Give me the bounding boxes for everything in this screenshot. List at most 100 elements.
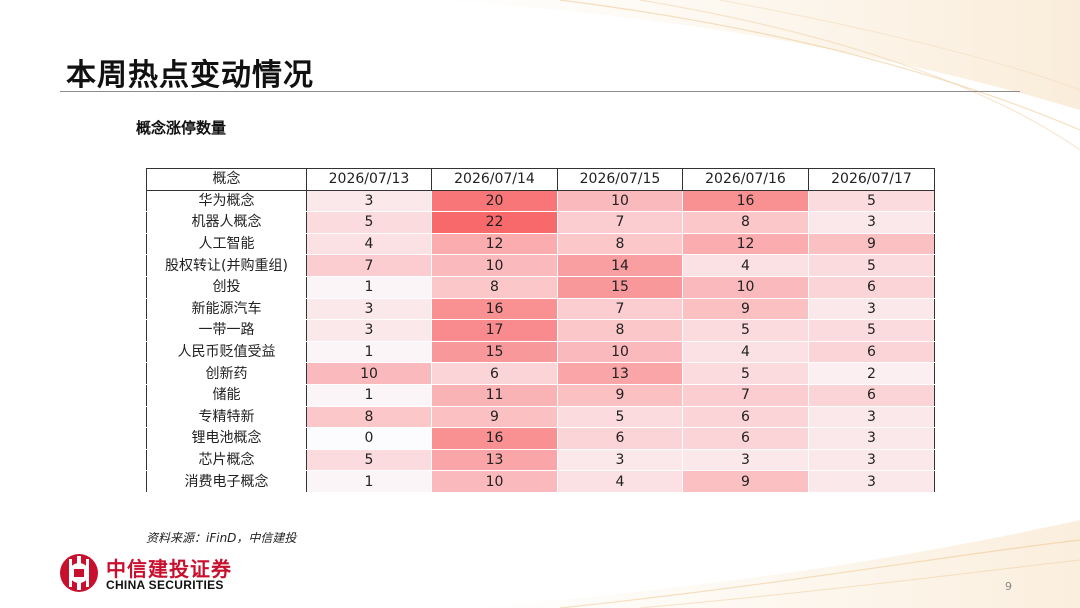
concept-name-cell: 华为概念 bbox=[146, 190, 307, 213]
limit-up-count-cell: 2 bbox=[808, 362, 935, 385]
table-row: 华为概念 3 20 10 16 5 bbox=[146, 190, 935, 213]
column-header-concept: 概念 bbox=[146, 168, 307, 191]
limit-up-count-cell: 0 bbox=[306, 427, 432, 450]
limit-up-count-cell: 8 bbox=[682, 211, 809, 234]
limit-up-count-cell: 3 bbox=[682, 449, 809, 472]
limit-up-count-cell: 6 bbox=[431, 362, 558, 385]
concept-name-cell: 消费电子概念 bbox=[146, 470, 307, 493]
limit-up-count-cell: 9 bbox=[682, 298, 809, 321]
limit-up-count-cell: 10 bbox=[306, 362, 432, 385]
limit-up-count-cell: 6 bbox=[682, 427, 809, 450]
table-row: 人工智能 4 12 8 12 9 bbox=[146, 233, 935, 256]
limit-up-count-cell: 12 bbox=[431, 233, 558, 256]
table-row: 人民币贬值受益 1 15 10 4 6 bbox=[146, 341, 935, 364]
concept-name-cell: 芯片概念 bbox=[146, 449, 307, 472]
concept-name-cell: 专精特新 bbox=[146, 406, 307, 429]
limit-up-count-cell: 13 bbox=[431, 449, 558, 472]
table-row: 创投 1 8 15 10 6 bbox=[146, 276, 935, 299]
limit-up-count-cell: 3 bbox=[306, 319, 432, 342]
limit-up-count-cell: 4 bbox=[682, 341, 809, 364]
limit-up-count-cell: 5 bbox=[808, 319, 935, 342]
limit-up-count-cell: 6 bbox=[557, 427, 683, 450]
concept-name-cell: 人民币贬值受益 bbox=[146, 341, 307, 364]
limit-up-count-cell: 16 bbox=[431, 427, 558, 450]
limit-up-count-cell: 10 bbox=[431, 254, 558, 277]
limit-up-count-cell: 6 bbox=[682, 406, 809, 429]
table-row: 锂电池概念 0 16 6 6 3 bbox=[146, 427, 935, 450]
limit-up-count-cell: 9 bbox=[808, 233, 935, 256]
table-row: 专精特新 8 9 5 6 3 bbox=[146, 406, 935, 429]
limit-up-count-cell: 1 bbox=[306, 276, 432, 299]
limit-up-count-cell: 22 bbox=[431, 211, 558, 234]
table-row: 一带一路 3 17 8 5 5 bbox=[146, 319, 935, 342]
limit-up-count-cell: 10 bbox=[682, 276, 809, 299]
concept-name-cell: 人工智能 bbox=[146, 233, 307, 256]
limit-up-count-cell: 5 bbox=[808, 190, 935, 213]
limit-up-count-cell: 20 bbox=[431, 190, 558, 213]
column-header-date: 2026/07/14 bbox=[431, 168, 558, 191]
limit-up-count-cell: 4 bbox=[306, 233, 432, 256]
limit-up-count-cell: 15 bbox=[557, 276, 683, 299]
limit-up-count-cell: 8 bbox=[557, 319, 683, 342]
limit-up-count-cell: 3 bbox=[808, 470, 935, 493]
limit-up-count-cell: 10 bbox=[431, 470, 558, 493]
limit-up-count-cell: 8 bbox=[306, 406, 432, 429]
limit-up-count-cell: 5 bbox=[557, 406, 683, 429]
table-row: 储能 1 11 9 7 6 bbox=[146, 384, 935, 407]
limit-up-count-cell: 12 bbox=[682, 233, 809, 256]
page-number: 9 bbox=[1005, 580, 1012, 593]
limit-up-count-cell: 8 bbox=[431, 276, 558, 299]
china-securities-logo-icon bbox=[60, 554, 98, 592]
limit-up-count-cell: 11 bbox=[431, 384, 558, 407]
table-header-row: 概念 2026/07/13 2026/07/14 2026/07/15 2026… bbox=[146, 168, 935, 191]
concept-name-cell: 一带一路 bbox=[146, 319, 307, 342]
limit-up-count-cell: 3 bbox=[808, 406, 935, 429]
limit-up-count-cell: 16 bbox=[682, 190, 809, 213]
limit-up-count-cell: 17 bbox=[431, 319, 558, 342]
limit-up-count-cell: 1 bbox=[306, 341, 432, 364]
column-header-date: 2026/07/15 bbox=[557, 168, 683, 191]
limit-up-count-cell: 3 bbox=[557, 449, 683, 472]
table-row: 新能源汽车 3 16 7 9 3 bbox=[146, 298, 935, 321]
logo-name-en: CHINA SECURITIES bbox=[106, 578, 224, 592]
limit-up-count-cell: 3 bbox=[808, 298, 935, 321]
title-divider bbox=[60, 91, 1020, 92]
limit-up-count-cell: 9 bbox=[682, 470, 809, 493]
page-title: 本周热点变动情况 bbox=[66, 58, 314, 93]
limit-up-count-cell: 3 bbox=[808, 211, 935, 234]
limit-up-count-cell: 6 bbox=[808, 384, 935, 407]
concept-limit-up-table: 概念 2026/07/13 2026/07/14 2026/07/15 2026… bbox=[146, 168, 935, 493]
table-row: 股权转让(并购重组) 7 10 14 4 5 bbox=[146, 254, 935, 277]
limit-up-count-cell: 13 bbox=[557, 362, 683, 385]
limit-up-count-cell: 16 bbox=[431, 298, 558, 321]
column-header-date: 2026/07/17 bbox=[808, 168, 935, 191]
table-body: 华为概念 3 20 10 16 5 机器人概念 5 22 7 8 3 人工智能 4 12 8 12 9 股权转让(并… bbox=[146, 190, 935, 493]
source-note: 资料来源：iFinD，中信建投 bbox=[146, 531, 297, 545]
limit-up-count-cell: 3 bbox=[306, 190, 432, 213]
limit-up-count-cell: 3 bbox=[808, 427, 935, 450]
limit-up-count-cell: 5 bbox=[682, 362, 809, 385]
limit-up-count-cell: 7 bbox=[557, 211, 683, 234]
limit-up-count-cell: 7 bbox=[682, 384, 809, 407]
limit-up-count-cell: 5 bbox=[682, 319, 809, 342]
column-header-date: 2026/07/13 bbox=[306, 168, 432, 191]
logo-name-cn: 中信建投证券 bbox=[106, 557, 232, 581]
limit-up-count-cell: 6 bbox=[808, 341, 935, 364]
table-row: 创新药 10 6 13 5 2 bbox=[146, 362, 935, 385]
limit-up-count-cell: 5 bbox=[808, 254, 935, 277]
concept-name-cell: 新能源汽车 bbox=[146, 298, 307, 321]
limit-up-count-cell: 7 bbox=[557, 298, 683, 321]
concept-name-cell: 储能 bbox=[146, 384, 307, 407]
concept-name-cell: 机器人概念 bbox=[146, 211, 307, 234]
limit-up-count-cell: 9 bbox=[431, 406, 558, 429]
limit-up-count-cell: 14 bbox=[557, 254, 683, 277]
limit-up-count-cell: 7 bbox=[306, 254, 432, 277]
limit-up-count-cell: 3 bbox=[808, 449, 935, 472]
limit-up-count-cell: 5 bbox=[306, 211, 432, 234]
concept-name-cell: 锂电池概念 bbox=[146, 427, 307, 450]
concept-name-cell: 创新药 bbox=[146, 362, 307, 385]
limit-up-count-cell: 6 bbox=[808, 276, 935, 299]
limit-up-count-cell: 3 bbox=[306, 298, 432, 321]
table-caption: 概念涨停数量 bbox=[136, 119, 227, 137]
limit-up-count-cell: 10 bbox=[557, 341, 683, 364]
